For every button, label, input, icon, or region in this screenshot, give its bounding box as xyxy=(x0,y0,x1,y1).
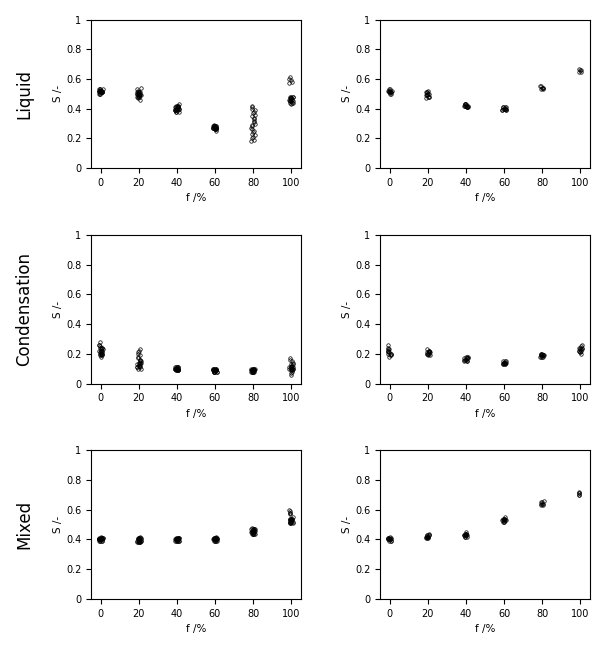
X-axis label: f /%: f /% xyxy=(475,193,495,203)
X-axis label: f /%: f /% xyxy=(475,409,495,419)
X-axis label: f /%: f /% xyxy=(186,409,206,419)
Y-axis label: S /-: S /- xyxy=(342,301,353,318)
X-axis label: f /%: f /% xyxy=(186,193,206,203)
Y-axis label: S /-: S /- xyxy=(54,85,63,102)
X-axis label: f /%: f /% xyxy=(475,624,495,634)
X-axis label: f /%: f /% xyxy=(186,624,206,634)
Y-axis label: S /-: S /- xyxy=(342,85,353,102)
Text: Liquid: Liquid xyxy=(15,69,33,119)
Y-axis label: S /-: S /- xyxy=(54,301,63,318)
Y-axis label: S /-: S /- xyxy=(54,516,63,533)
Y-axis label: S /-: S /- xyxy=(342,516,353,533)
Text: Mixed: Mixed xyxy=(15,500,33,549)
Text: Condensation: Condensation xyxy=(15,252,33,367)
